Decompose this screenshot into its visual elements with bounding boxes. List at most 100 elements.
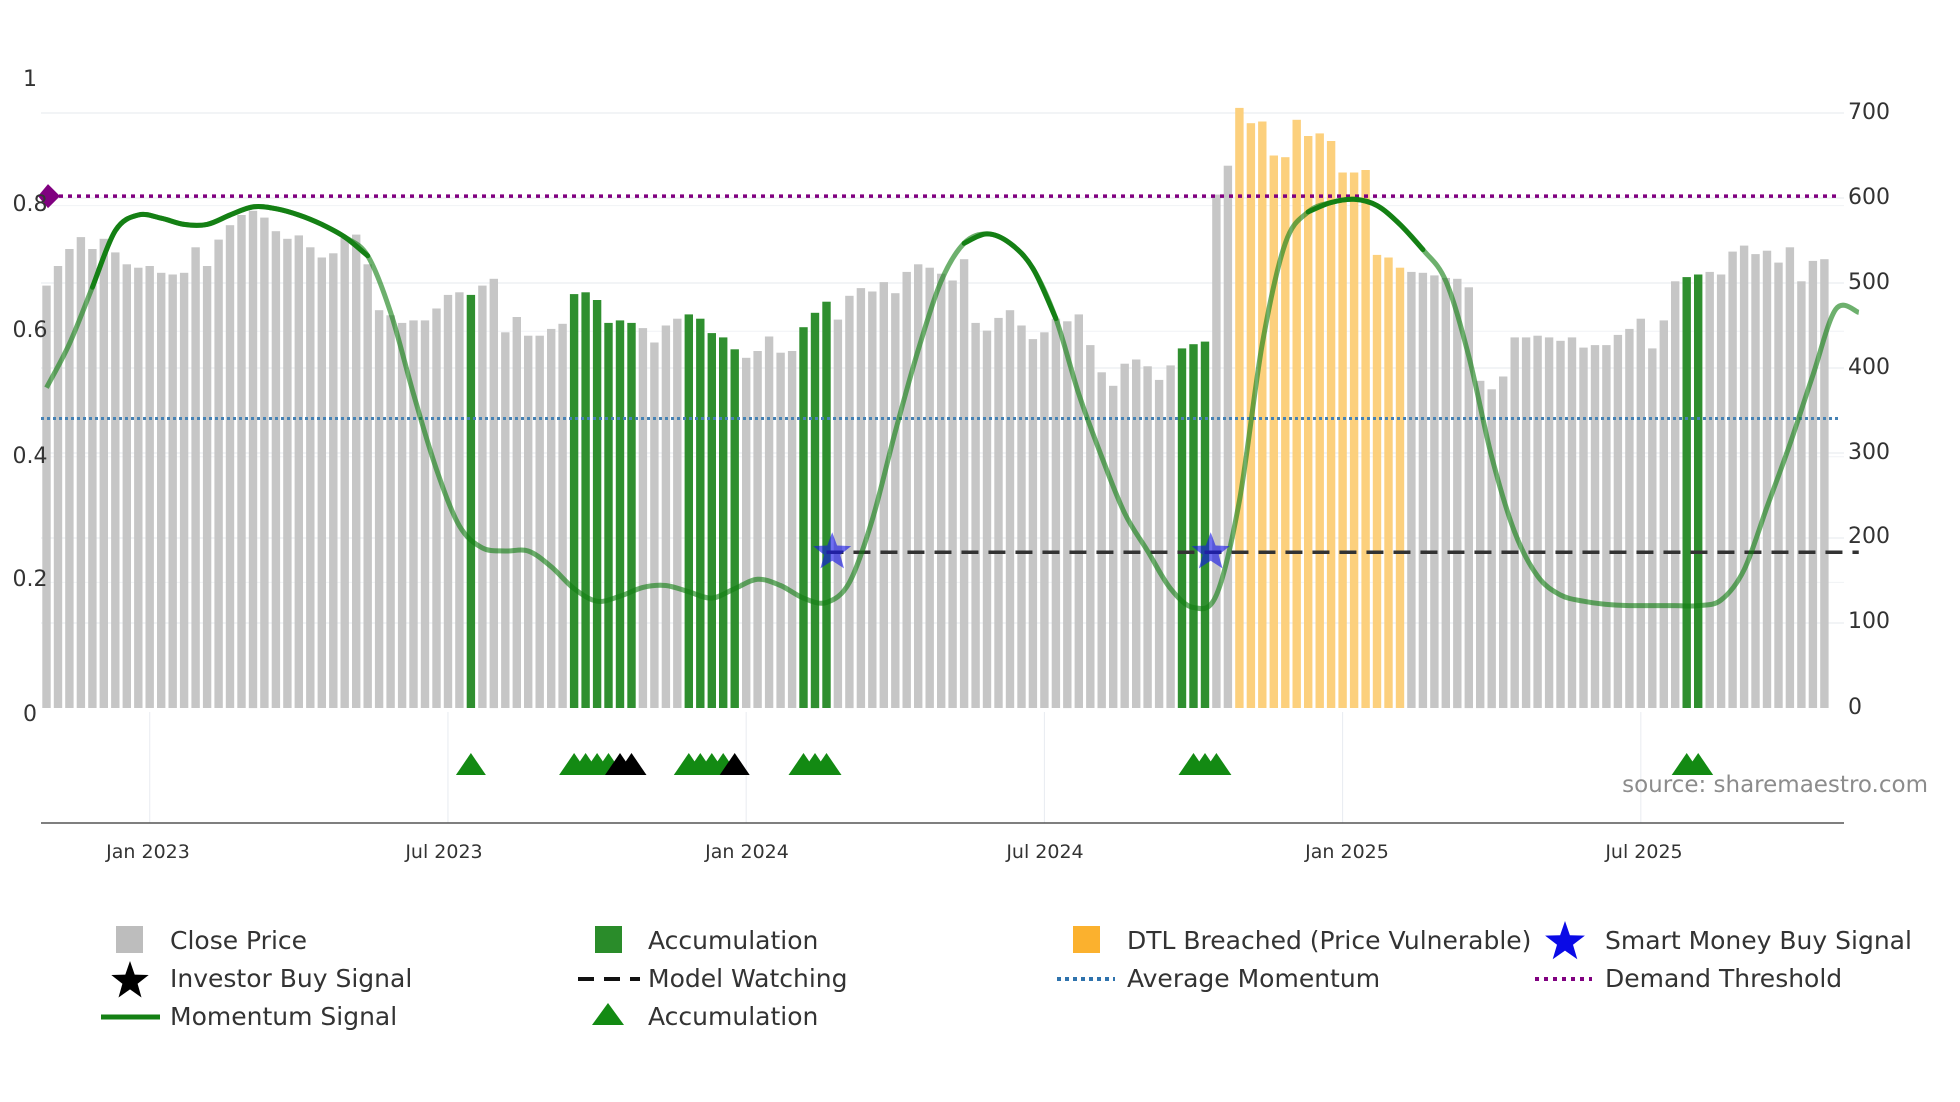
momentum-line-highlight — [961, 231, 1059, 322]
price-bar — [1785, 247, 1795, 709]
price-bar — [1384, 257, 1393, 708]
price-bar — [1682, 277, 1691, 708]
date-tick-label: Jul 2024 — [1005, 841, 1083, 863]
price-bar — [1407, 271, 1416, 708]
price-bar — [925, 267, 934, 708]
momentum-line-highlight — [89, 204, 371, 290]
price-bar — [42, 285, 51, 708]
price-bar — [1739, 245, 1749, 708]
price-bar — [615, 320, 625, 708]
legend-item-average-momentum: Average Momentum — [1057, 964, 1380, 993]
price-bar — [1797, 281, 1806, 708]
price-bar — [329, 253, 338, 709]
price-bar — [1040, 332, 1049, 708]
price-bar — [1820, 259, 1829, 708]
left-tick-label: 0.8 — [13, 192, 48, 217]
legend-item-momentum: Momentum Signal — [101, 1002, 397, 1031]
price-bar — [845, 295, 854, 709]
price-bar — [88, 249, 97, 708]
price-bar — [237, 215, 246, 708]
price-bar — [776, 352, 785, 708]
price-bar — [592, 300, 602, 708]
price-bar — [604, 322, 613, 708]
investor-buy-triangle-icon — [616, 753, 647, 775]
left-tick-label: 0.2 — [13, 567, 48, 592]
legend-item-dtl: DTL Breached (Price Vulnerable) — [1073, 926, 1531, 955]
price-bar — [971, 322, 980, 708]
price-bar — [547, 328, 556, 708]
price-bar — [352, 234, 361, 708]
price-bar — [340, 237, 349, 708]
right-tick-label: 600 — [1848, 185, 1890, 210]
price-bar — [627, 322, 636, 708]
price-bar — [1361, 170, 1370, 708]
date-tick-label: Jan 2023 — [105, 841, 190, 863]
price-bar — [1051, 318, 1061, 708]
left-tick-label: 0.6 — [13, 318, 48, 343]
price-bar — [1097, 372, 1106, 709]
price-bar — [1223, 165, 1233, 708]
left-tick-label: 0 — [23, 702, 37, 727]
price-bar — [1109, 385, 1118, 708]
price-bar — [1521, 337, 1531, 708]
price-bar — [707, 333, 716, 708]
legend-swatch-dtl — [1073, 926, 1100, 953]
price-bar — [122, 264, 131, 708]
price-bar — [1533, 335, 1542, 708]
legend-label: DTL Breached (Price Vulnerable) — [1127, 926, 1531, 955]
price-bar — [1716, 274, 1726, 708]
price-bar — [661, 325, 671, 708]
price-bar — [1636, 318, 1645, 708]
legend-item-smart-money: Smart Money Buy Signal — [1545, 921, 1912, 960]
price-bar — [581, 292, 590, 708]
price-bar — [1762, 250, 1772, 708]
right-tick-label: 100 — [1848, 609, 1890, 634]
legend-item-close-price: Close Price — [116, 926, 307, 955]
price-bar — [1017, 325, 1026, 708]
price-bar — [730, 349, 739, 708]
right-tick-label: 300 — [1848, 440, 1890, 465]
price-bar — [478, 285, 487, 708]
price-bar — [1671, 281, 1680, 708]
price-bar — [1395, 267, 1405, 708]
smart-money-star-icon — [813, 532, 852, 569]
price-bar — [271, 231, 281, 708]
price-bar — [1648, 348, 1657, 708]
legend-label: Momentum Signal — [170, 1002, 397, 1031]
price-bar — [856, 288, 866, 708]
price-bar — [1281, 157, 1290, 708]
price-bar — [650, 342, 659, 708]
price-bar — [420, 320, 430, 708]
price-bar — [742, 357, 751, 708]
price-bar — [1487, 389, 1496, 709]
price-bars — [42, 107, 1829, 709]
price-bar — [1189, 344, 1198, 708]
price-bar — [225, 225, 235, 708]
legend-label: Demand Threshold — [1605, 964, 1842, 993]
momentum-line-highlight — [1305, 196, 1426, 253]
price-bar — [1269, 155, 1278, 708]
date-tick-label: Jul 2023 — [404, 841, 482, 863]
price-bar — [489, 278, 498, 709]
price-bar — [1659, 320, 1668, 708]
price-bar — [157, 272, 166, 708]
price-bar — [145, 266, 154, 708]
price-bar — [1028, 339, 1038, 708]
price-bar — [432, 308, 441, 708]
price-bar — [891, 293, 900, 708]
price-bar — [1326, 141, 1336, 708]
accumulation-triangle-icon — [811, 753, 842, 775]
price-bar — [1441, 277, 1450, 708]
price-bar — [1476, 380, 1485, 709]
price-bar — [1304, 136, 1313, 708]
price-bar — [111, 252, 120, 708]
price-bar — [1453, 278, 1462, 709]
price-bar — [363, 264, 372, 708]
price-bar — [558, 323, 567, 708]
price-bar — [959, 259, 969, 708]
price-bar — [248, 210, 258, 709]
accumulation-triangle-icon — [455, 753, 486, 775]
price-bar — [1728, 251, 1737, 708]
price-bar — [799, 327, 808, 708]
smart-money-star-icon — [1191, 532, 1230, 569]
